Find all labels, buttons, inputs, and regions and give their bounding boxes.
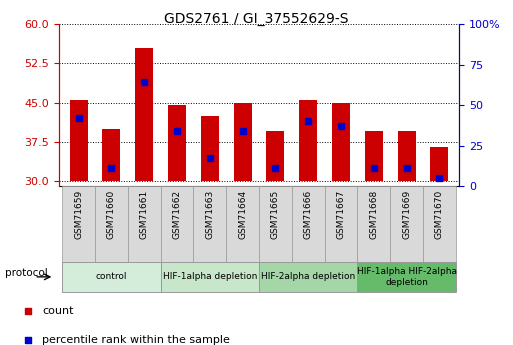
Bar [62,262,161,292]
Bar [365,131,383,181]
Text: GSM71661: GSM71661 [140,190,149,239]
Text: GDS2761 / GI_37552629-S: GDS2761 / GI_37552629-S [164,12,349,26]
Text: count: count [42,306,73,316]
Point [24,337,32,343]
Text: GSM71662: GSM71662 [172,190,182,239]
Bar [358,186,390,262]
Bar [168,105,186,181]
Point [24,308,32,314]
Text: HIF-1alpha depletion: HIF-1alpha depletion [163,272,257,282]
Bar [233,102,252,181]
Bar [226,186,259,262]
Bar [95,186,128,262]
Bar [193,186,226,262]
Bar [358,262,456,292]
Bar [103,129,121,181]
Text: GSM71667: GSM71667 [337,190,346,239]
Bar [201,116,219,181]
Text: GSM71659: GSM71659 [74,190,83,239]
Text: percentile rank within the sample: percentile rank within the sample [42,335,230,345]
Text: protocol: protocol [5,268,48,278]
Bar [161,186,193,262]
Bar [259,262,358,292]
Text: GSM71670: GSM71670 [435,190,444,239]
Bar [266,131,285,181]
Text: GSM71663: GSM71663 [205,190,214,239]
Bar [325,186,358,262]
Text: GSM71668: GSM71668 [369,190,379,239]
Bar [398,131,416,181]
Bar [390,186,423,262]
Bar [430,147,448,181]
Bar [128,186,161,262]
Text: GSM71669: GSM71669 [402,190,411,239]
Text: HIF-1alpha HIF-2alpha
depletion: HIF-1alpha HIF-2alpha depletion [357,267,457,287]
Text: GSM71665: GSM71665 [271,190,280,239]
Bar [423,186,456,262]
Bar [135,48,153,181]
Bar [70,100,88,181]
Bar [161,262,259,292]
Bar [62,186,95,262]
Text: control: control [96,272,127,282]
Text: HIF-2alpha depletion: HIF-2alpha depletion [261,272,356,282]
Bar [332,102,350,181]
Text: GSM71664: GSM71664 [238,190,247,239]
Bar [259,186,292,262]
Text: GSM71666: GSM71666 [304,190,313,239]
Text: GSM71660: GSM71660 [107,190,116,239]
Bar [292,186,325,262]
Bar [299,100,317,181]
